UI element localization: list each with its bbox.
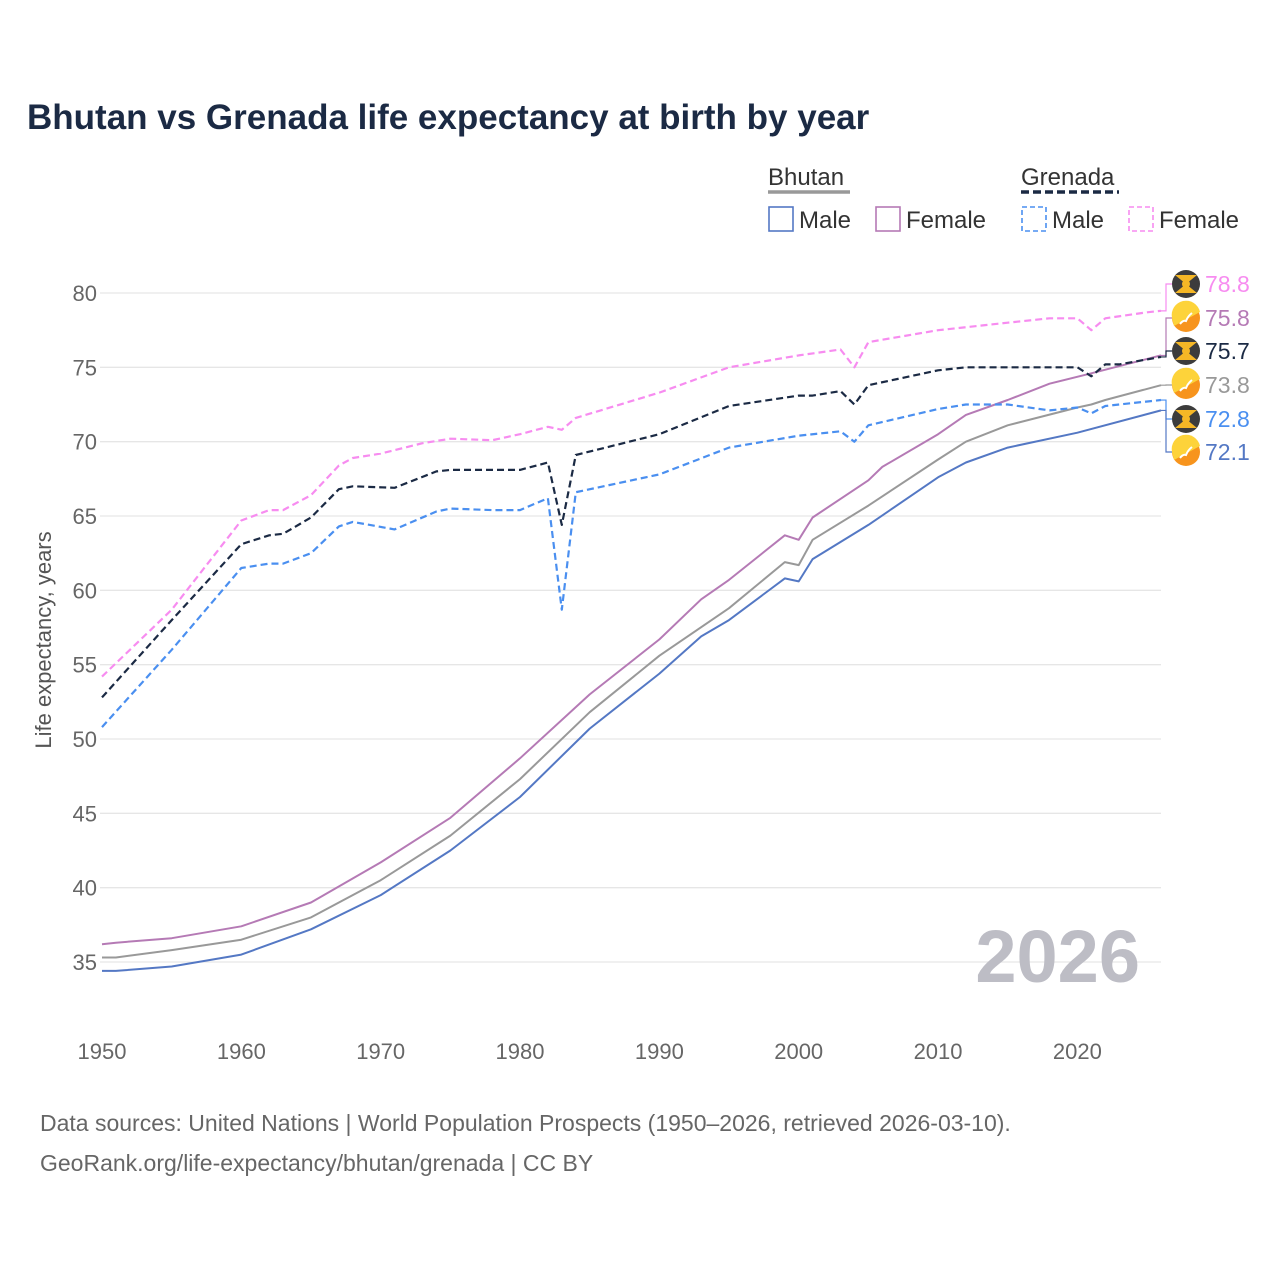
end-label-connector bbox=[1161, 317, 1172, 357]
series-line-grenada-female bbox=[101, 309, 1162, 678]
y-tick-label: 65 bbox=[73, 504, 97, 529]
end-label-connector bbox=[1161, 350, 1172, 358]
y-tick-label: 50 bbox=[73, 727, 97, 752]
chart-title: Bhutan vs Grenada life expectancy at bir… bbox=[27, 98, 870, 137]
y-tick-label: 75 bbox=[73, 355, 97, 380]
y-tick-label: 40 bbox=[73, 876, 97, 901]
legend-bhutan-female[interactable]: Female bbox=[906, 207, 986, 234]
legend-grenada-male[interactable]: Male bbox=[1052, 207, 1104, 234]
legend: Bhutan Male Female Grenada Male Female bbox=[768, 164, 1239, 234]
grenada-flag-icon bbox=[1172, 405, 1200, 433]
footer-sources: Data sources: United Nations | World Pop… bbox=[40, 1110, 1011, 1136]
y-tick-label: 80 bbox=[73, 281, 97, 306]
y-tick-label: 55 bbox=[73, 653, 97, 678]
end-value-label: 75.7 bbox=[1205, 338, 1250, 364]
bhutan-flag-icon bbox=[1171, 367, 1200, 399]
gridlines bbox=[100, 292, 1161, 963]
end-value-label: 78.8 bbox=[1205, 271, 1250, 297]
bhutan-flag-icon bbox=[1171, 300, 1200, 332]
x-tick-label: 1980 bbox=[496, 1039, 545, 1064]
end-label-connector bbox=[1161, 283, 1172, 312]
end-value-label: 72.8 bbox=[1205, 406, 1250, 432]
end-value-label: 73.8 bbox=[1205, 372, 1250, 398]
legend-group-bhutan[interactable]: Bhutan bbox=[768, 164, 844, 191]
series-line-bhutan-male bbox=[102, 409, 1162, 972]
y-tick-label: 45 bbox=[73, 801, 97, 826]
series-line-grenada-male bbox=[101, 398, 1162, 728]
footer-url[interactable]: GeoRank.org/life-expectancy/bhutan/grena… bbox=[40, 1150, 593, 1176]
x-tick-label: 2010 bbox=[914, 1039, 963, 1064]
y-tick-label: 70 bbox=[73, 430, 97, 455]
series-line-grenada bbox=[101, 355, 1162, 699]
legend-bhutan-male[interactable]: Male bbox=[799, 207, 851, 234]
series-line-bhutan-female bbox=[101, 354, 1162, 946]
bhutan-flag-icon bbox=[1171, 434, 1200, 466]
y-axis-label: Life expectancy, years bbox=[31, 531, 56, 748]
y-axis: 35 40 45 50 55 60 65 70 75 80 bbox=[73, 281, 97, 975]
series-line-bhutan bbox=[102, 384, 1162, 959]
end-value-label: 72.1 bbox=[1205, 439, 1250, 465]
x-tick-label: 1970 bbox=[356, 1039, 405, 1064]
series-lines bbox=[101, 309, 1162, 972]
legend-grenada-male-swatch[interactable] bbox=[1021, 206, 1047, 232]
x-tick-label: 1950 bbox=[78, 1039, 127, 1064]
x-tick-label: 1990 bbox=[635, 1039, 684, 1064]
x-tick-label: 2000 bbox=[774, 1039, 823, 1064]
y-tick-label: 60 bbox=[73, 578, 97, 603]
legend-grenada-female[interactable]: Female bbox=[1159, 207, 1239, 234]
y-tick-label: 35 bbox=[73, 950, 97, 975]
grenada-flag-icon bbox=[1172, 270, 1200, 298]
end-labels: 78.8 75.8 75.7 73.8 72.8 72.1 bbox=[1161, 270, 1250, 466]
year-watermark: 2026 bbox=[975, 915, 1140, 998]
end-label-connector bbox=[1161, 399, 1172, 420]
x-tick-label: 1960 bbox=[217, 1039, 266, 1064]
x-tick-label: 2020 bbox=[1053, 1039, 1102, 1064]
end-label-connector bbox=[1161, 409, 1172, 453]
legend-grenada-female-swatch[interactable] bbox=[1128, 206, 1154, 232]
end-value-label: 75.8 bbox=[1205, 305, 1250, 331]
legend-group-grenada[interactable]: Grenada bbox=[1021, 164, 1115, 191]
x-axis: 1950 1960 1970 1980 1990 2000 2010 2020 bbox=[78, 1039, 1102, 1064]
legend-bhutan-male-swatch[interactable] bbox=[768, 206, 794, 232]
grenada-flag-icon bbox=[1172, 337, 1200, 365]
legend-bhutan-female-swatch[interactable] bbox=[875, 206, 901, 232]
